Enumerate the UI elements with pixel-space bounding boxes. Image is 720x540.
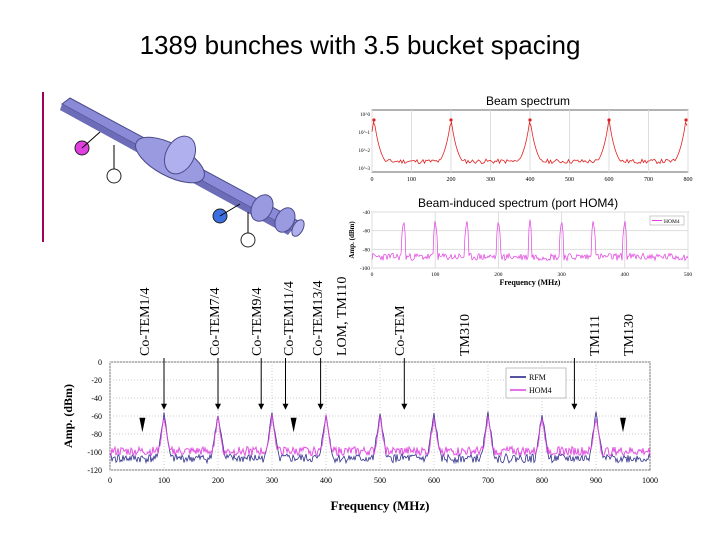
mode-arrow-head: [282, 403, 289, 410]
left-accent-rule: [42, 92, 44, 242]
mode-label: TM310: [458, 314, 473, 356]
main-x-tick-label: 700: [482, 476, 494, 485]
main-x-tick-label: 0: [108, 476, 112, 485]
beam-x-tick-label: 600: [605, 177, 614, 183]
hom4-x-tick-label: 100: [431, 272, 440, 278]
main-y-tick-label: 0: [98, 358, 102, 367]
beam-peak-point: [684, 118, 688, 122]
beam-y-tick-label: 10^0: [360, 113, 370, 118]
main-y-tick-label: -60: [91, 412, 102, 421]
hom4-x-tick-label: 500: [684, 272, 693, 278]
beam-peak-point: [372, 118, 376, 122]
beam-x-tick-label: 800: [684, 177, 693, 183]
mode-arrow-head: [571, 403, 578, 410]
hom4-y-tick-label: -100: [360, 266, 370, 272]
mode-label: LOM, TM110: [335, 276, 350, 356]
cavity-flange: [163, 135, 197, 175]
main-y-tick-label: -100: [87, 448, 102, 457]
hom4-x-tick-label: 0: [371, 272, 374, 278]
main-x-tick-label: 900: [590, 476, 602, 485]
triangle-marker: [620, 417, 626, 433]
main-x-axis-label: Frequency (MHz): [330, 498, 429, 513]
mode-arrow-head: [215, 403, 221, 410]
main-y-tick-label: -80: [91, 430, 102, 439]
main-legend-label: RFM: [529, 373, 546, 382]
mode-arrow-head: [317, 403, 324, 410]
mode-label: Co-TEM9/4: [250, 287, 265, 356]
beam-peak-point: [528, 118, 532, 122]
mode-label: Co-TEM: [393, 305, 408, 356]
mode-label: Co-TEM11/4: [282, 281, 297, 356]
main-legend-label: HOM4: [529, 386, 552, 395]
beam-x-tick-label: 700: [644, 177, 653, 183]
main-x-tick-label: 200: [212, 476, 224, 485]
main-spectrum-chart: 0 100 200 300 400 500 600 700 800 900 1000 0 -20 -40 -…: [61, 358, 658, 513]
hom4-series-line: [371, 219, 689, 262]
hom4-x-tick-label: 300: [557, 272, 566, 278]
coupler-ring: [250, 194, 274, 222]
mode-arrow-head: [258, 403, 265, 410]
main-x-tick-label: 400: [320, 476, 332, 485]
mode-label: Co-TEM13/4: [311, 280, 326, 356]
beam-x-tick-label: 200: [447, 177, 456, 183]
main-x-tick-label: 800: [536, 476, 548, 485]
hom4-legend-label: HOM4: [664, 219, 680, 225]
hom4-spectrum-chart: 0 100 200 300 400 500 -40 -60 -80 -100 Frequency (…: [346, 210, 692, 296]
main-y-tick-label: -120: [87, 466, 102, 475]
beam-peak-point: [449, 118, 453, 122]
beam-x-tick-label: 500: [565, 177, 574, 183]
hom4-y-axis-label: Amp. (dBm): [348, 221, 356, 259]
mode-arrow-head: [161, 403, 167, 410]
hom4-chart-bg: [346, 210, 692, 296]
hom4-x-tick-label: 200: [494, 272, 503, 278]
beam-peak-point: [607, 118, 611, 122]
beam-x-tick-label: 0: [371, 177, 374, 183]
triangle-marker: [290, 417, 297, 433]
main-x-tick-label: 600: [428, 476, 440, 485]
triangle-marker: [139, 417, 146, 433]
main-x-tick-label: 300: [266, 476, 278, 485]
beam-y-tick-label: 10^-2: [358, 149, 370, 154]
mode-label: Co-TEM7/4: [208, 287, 223, 356]
mode-label: TM111: [588, 315, 603, 356]
main-series-line: [109, 414, 651, 458]
hom-spectrum-caption: Beam-induced spectrum (port HOM4): [418, 196, 619, 210]
hom4-legend-box: [649, 215, 685, 226]
hom4-x-axis-label: Frequency (MHz): [500, 278, 561, 287]
beam-x-tick-label: 300: [486, 177, 495, 183]
beam-y-tick-label: 10^-3: [358, 167, 370, 172]
main-y-axis-label: Amp. (dBm): [61, 384, 75, 448]
pipe-end: [291, 219, 305, 237]
beam-series-line: [371, 118, 688, 165]
mode-arrow-head: [401, 403, 408, 410]
slide-title: 1389 bunches with 3.5 bucket spacing: [139, 30, 581, 60]
beam-x-tick-label: 400: [526, 177, 535, 183]
main-y-tick-label: -20: [91, 376, 102, 385]
main-x-tick-label: 100: [158, 476, 170, 485]
main-y-tick-label: -40: [91, 394, 102, 403]
beam-spectrum-chart: 0 100 200 300 400 500 600 700 800 10^0 10^-1 10^-2 1…: [358, 108, 693, 184]
mode-label: Co-TEM1/4: [138, 287, 153, 356]
hom4-y-tick-label: -60: [363, 229, 371, 235]
mode-label: TM130: [622, 314, 637, 356]
main-x-tick-label: 500: [374, 476, 386, 485]
beam-spectrum-caption: Beam spectrum: [486, 94, 571, 108]
main-x-tick-label: 1000: [642, 476, 658, 485]
beam-x-tick-label: 100: [407, 177, 416, 183]
coupler-ring: [274, 207, 296, 233]
hom4-x-tick-label: 400: [621, 272, 630, 278]
hom4-y-tick-label: -40: [363, 210, 371, 216]
beam-y-tick-label: 10^-1: [358, 131, 370, 136]
hom4-y-tick-label: -80: [363, 247, 371, 253]
main-legend-box: [505, 367, 567, 399]
